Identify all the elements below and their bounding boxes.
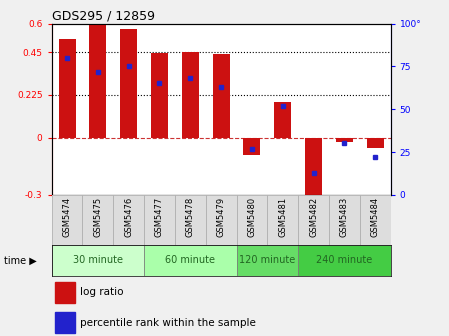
Text: GSM5479: GSM5479	[216, 196, 226, 237]
Text: percentile rank within the sample: percentile rank within the sample	[80, 318, 256, 328]
Bar	[367, 138, 384, 148]
Bar	[243, 138, 260, 155]
Bar	[52, 195, 83, 245]
Text: log ratio: log ratio	[80, 288, 124, 297]
Bar	[336, 138, 353, 141]
Bar	[55, 312, 75, 333]
Bar	[213, 54, 229, 138]
Bar	[182, 52, 199, 138]
Text: GSM5474: GSM5474	[62, 196, 71, 237]
Text: GDS295 / 12859: GDS295 / 12859	[52, 9, 154, 23]
Bar	[55, 282, 75, 303]
Text: GSM5477: GSM5477	[155, 196, 164, 237]
Bar	[237, 245, 298, 276]
Bar	[89, 24, 106, 138]
Bar	[83, 195, 113, 245]
Text: 60 minute: 60 minute	[165, 255, 216, 265]
Bar	[305, 138, 322, 208]
Bar	[58, 39, 75, 138]
Bar	[360, 195, 391, 245]
Bar	[144, 195, 175, 245]
Text: 120 minute: 120 minute	[239, 255, 295, 265]
Bar	[52, 245, 144, 276]
Text: 240 minute: 240 minute	[316, 255, 373, 265]
Bar	[144, 245, 237, 276]
Bar	[274, 101, 291, 138]
Text: GSM5482: GSM5482	[309, 196, 318, 237]
Bar	[175, 195, 206, 245]
Text: GSM5475: GSM5475	[93, 196, 102, 237]
Bar	[206, 195, 237, 245]
Text: GSM5478: GSM5478	[186, 196, 195, 237]
Text: GSM5484: GSM5484	[371, 196, 380, 237]
Bar	[267, 195, 298, 245]
Bar	[329, 195, 360, 245]
Bar	[298, 245, 391, 276]
Bar	[120, 29, 137, 138]
Text: GSM5480: GSM5480	[247, 196, 256, 237]
Text: time ▶: time ▶	[4, 255, 37, 265]
Text: GSM5476: GSM5476	[124, 196, 133, 237]
Bar	[237, 195, 267, 245]
Text: GSM5481: GSM5481	[278, 196, 287, 237]
Bar	[113, 195, 144, 245]
Bar	[151, 53, 168, 138]
Text: 30 minute: 30 minute	[73, 255, 123, 265]
Bar	[298, 195, 329, 245]
Text: GSM5483: GSM5483	[340, 196, 349, 237]
